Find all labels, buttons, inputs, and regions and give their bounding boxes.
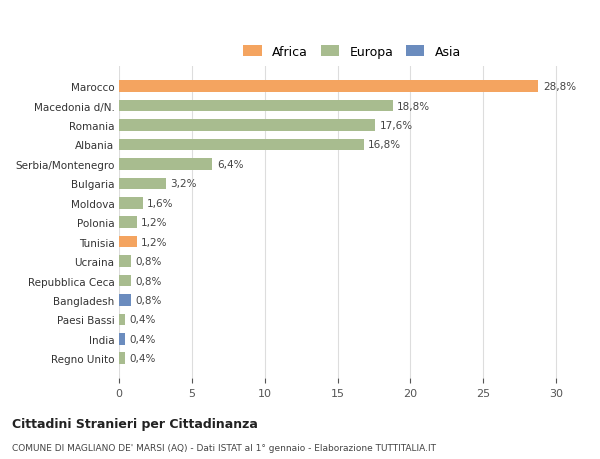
Bar [119, 333, 125, 345]
Text: 1,6%: 1,6% [147, 198, 173, 208]
Bar [119, 120, 376, 132]
Text: 0,8%: 0,8% [135, 276, 161, 286]
Text: 0,8%: 0,8% [135, 257, 161, 267]
Text: 0,4%: 0,4% [130, 315, 156, 325]
Bar [119, 159, 212, 170]
Text: 1,2%: 1,2% [141, 218, 167, 228]
Text: COMUNE DI MAGLIANO DE' MARSI (AQ) - Dati ISTAT al 1° gennaio - Elaborazione TUTT: COMUNE DI MAGLIANO DE' MARSI (AQ) - Dati… [12, 443, 436, 452]
Text: 6,4%: 6,4% [217, 160, 243, 169]
Text: 0,8%: 0,8% [135, 295, 161, 305]
Bar [119, 197, 143, 209]
Bar [119, 295, 131, 306]
Text: 0,4%: 0,4% [130, 334, 156, 344]
Bar [119, 81, 538, 93]
Bar [119, 236, 137, 248]
Text: 16,8%: 16,8% [368, 140, 401, 150]
Bar [119, 178, 166, 190]
Bar [119, 101, 393, 112]
Bar [119, 140, 364, 151]
Bar [119, 256, 131, 267]
Text: 3,2%: 3,2% [170, 179, 197, 189]
Text: 28,8%: 28,8% [543, 82, 576, 92]
Legend: Africa, Europa, Asia: Africa, Europa, Asia [240, 42, 464, 62]
Text: 17,6%: 17,6% [380, 121, 413, 131]
Bar [119, 353, 125, 364]
Bar [119, 314, 125, 325]
Bar [119, 275, 131, 287]
Bar [119, 217, 137, 229]
Text: 1,2%: 1,2% [141, 237, 167, 247]
Text: 18,8%: 18,8% [397, 101, 430, 112]
Text: Cittadini Stranieri per Cittadinanza: Cittadini Stranieri per Cittadinanza [12, 417, 258, 430]
Text: 0,4%: 0,4% [130, 353, 156, 364]
